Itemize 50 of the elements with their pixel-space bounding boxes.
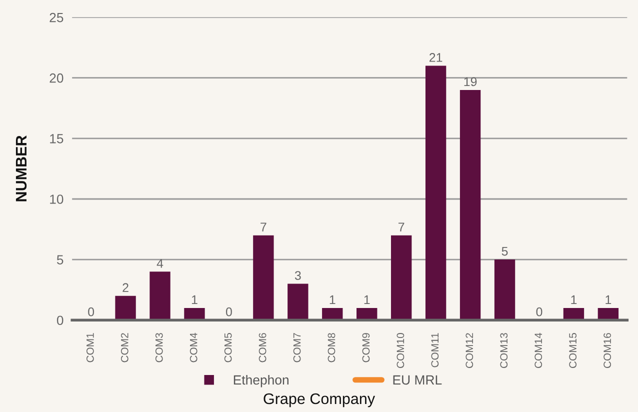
x-tick-label: COM2 xyxy=(120,333,128,362)
data-label: 4 xyxy=(156,259,164,268)
x-tick-label: COM11 xyxy=(431,333,439,368)
y-tick-label: 5 xyxy=(56,255,64,264)
x-tick-label: COM15 xyxy=(569,333,577,368)
x-axis-title: Grape Company xyxy=(264,393,376,408)
bar xyxy=(494,260,516,320)
x-tick-label: COM5 xyxy=(224,333,232,362)
y-tick-label: 15 xyxy=(50,134,64,144)
data-label: 1 xyxy=(192,295,198,304)
x-tick-label: COM3 xyxy=(155,333,163,362)
y-tick-label: 10 xyxy=(50,194,64,204)
data-label: 19 xyxy=(464,77,477,86)
bar xyxy=(288,284,308,320)
data-label: 1 xyxy=(606,295,612,304)
data-label: 7 xyxy=(398,222,404,232)
data-label: 0 xyxy=(88,307,94,316)
bar xyxy=(150,272,170,320)
bar xyxy=(115,296,136,320)
x-tick-label: COM16 xyxy=(604,333,611,368)
x-tick-label: COM6 xyxy=(258,333,266,362)
legend-label: Ethephon xyxy=(234,374,288,388)
y-tick-label: 20 xyxy=(50,73,64,83)
x-tick-label: COM8 xyxy=(328,333,336,362)
x-tick-label: COM1 xyxy=(86,333,94,362)
x-tick-label: COM10 xyxy=(396,333,404,368)
x-tick-label: COM13 xyxy=(500,333,508,368)
x-tick-label: COM14 xyxy=(534,332,542,368)
bar xyxy=(253,235,274,320)
data-label: 5 xyxy=(502,246,508,256)
data-label: 2 xyxy=(122,283,128,292)
x-tick-label: COM4 xyxy=(190,332,198,362)
bar xyxy=(460,90,481,320)
data-label: 3 xyxy=(294,271,301,280)
data-label: 0 xyxy=(226,307,232,316)
y-tick-label: 25 xyxy=(50,12,64,22)
data-label: 21 xyxy=(429,53,442,62)
bar xyxy=(390,235,412,320)
data-label: 7 xyxy=(260,222,266,232)
x-tick-label: COM7 xyxy=(293,333,301,362)
data-label: 1 xyxy=(571,295,577,304)
y-axis-title: NUMBER xyxy=(16,136,27,202)
legend-label: EU MRL xyxy=(393,375,442,385)
data-label: 1 xyxy=(364,295,370,304)
y-tick-label: 0 xyxy=(56,316,64,326)
bar xyxy=(425,66,446,320)
x-tick-label: COM9 xyxy=(362,333,370,362)
x-tick-label: COM12 xyxy=(466,333,474,368)
data-label: 1 xyxy=(330,295,336,304)
data-label: 0 xyxy=(536,307,542,316)
